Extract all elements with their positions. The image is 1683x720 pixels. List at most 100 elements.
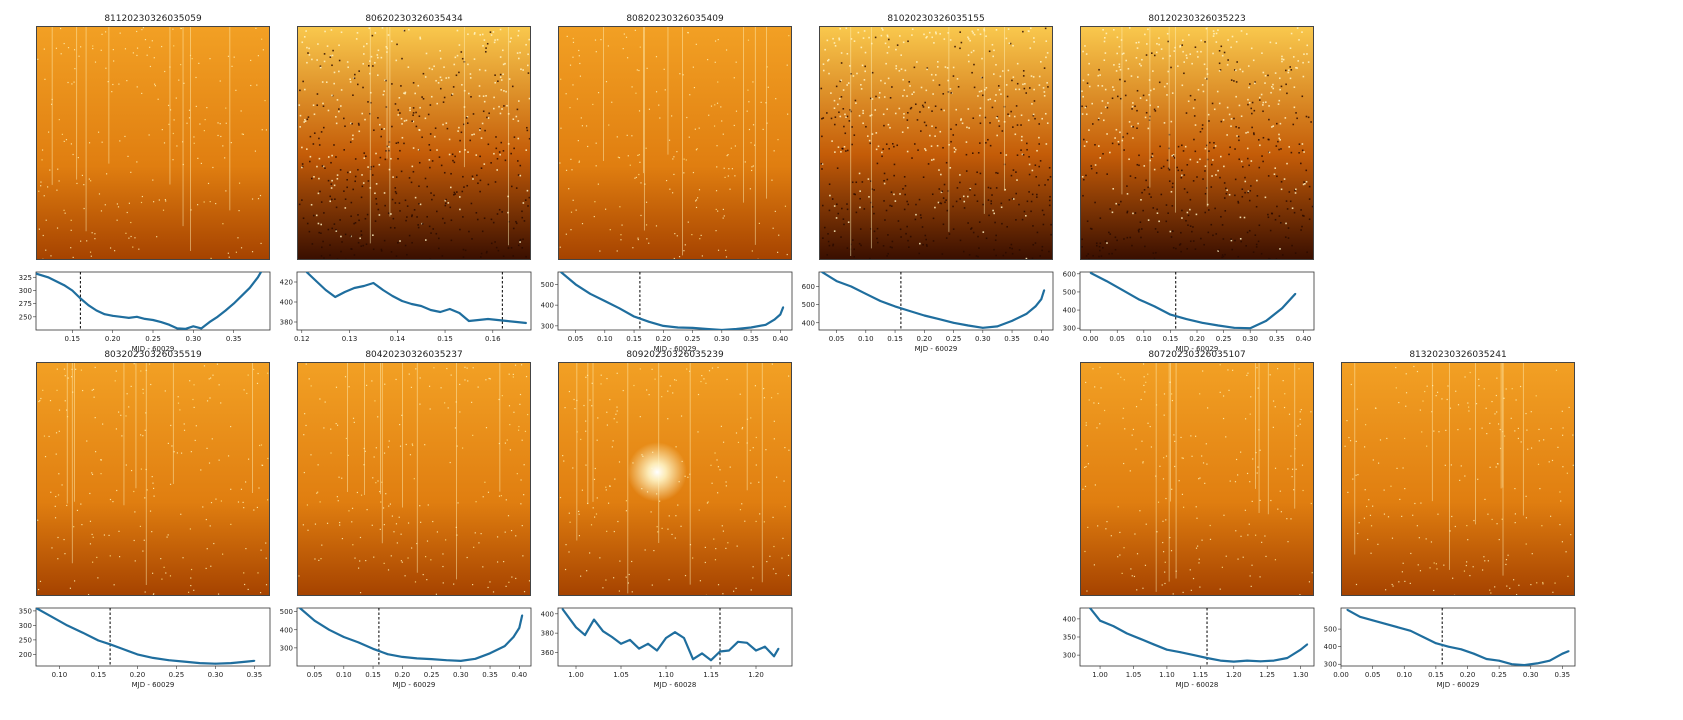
pixel-speck (1123, 462, 1125, 465)
pixel-speck (900, 54, 902, 56)
pixel-speck (466, 367, 468, 369)
pixel-speck (349, 235, 352, 237)
pixel-speck (519, 393, 522, 396)
pixel-speck (822, 69, 825, 72)
pixel-speck (569, 107, 571, 109)
pixel-speck (1108, 231, 1110, 234)
pixel-speck (834, 116, 837, 119)
pixel-speck (1290, 32, 1293, 35)
pixel-speck (480, 533, 482, 535)
pixel-speck (1084, 106, 1087, 109)
x-tick-label: 0.30 (1523, 671, 1539, 679)
x-tick-label: 0.35 (1555, 671, 1571, 679)
pixel-speck (1209, 524, 1211, 527)
pixel-speck (1158, 43, 1160, 46)
pixel-speck (1038, 75, 1041, 78)
pixel-speck (860, 84, 862, 86)
pixel-speck (987, 98, 990, 101)
data-point (1217, 324, 1220, 327)
pixel-speck (383, 239, 386, 242)
pixel-speck (926, 67, 929, 69)
data-point (1294, 292, 1297, 295)
pixel-speck (160, 558, 162, 560)
pixel-speck (1228, 389, 1230, 391)
pixel-speck (1172, 230, 1174, 232)
pixel-speck (1192, 180, 1195, 182)
pixel-speck (1015, 171, 1017, 173)
x-tick-label: 0.20 (656, 335, 672, 343)
pixel-speck (486, 42, 489, 45)
x-tick-label: 0.15 (65, 335, 81, 343)
pixel-speck (409, 107, 411, 109)
pixel-speck (1158, 81, 1161, 84)
pixel-speck (1043, 95, 1046, 97)
x-tick-label: 1.05 (613, 671, 629, 679)
pixel-speck (721, 525, 723, 527)
pixel-speck (701, 374, 703, 377)
pixel-speck (210, 502, 213, 504)
data-point (1281, 307, 1283, 310)
pixel-speck (92, 48, 94, 50)
pixel-speck (956, 187, 959, 189)
pixel-speck (187, 591, 190, 593)
pixel-speck (886, 255, 888, 257)
pixel-speck (1297, 425, 1299, 427)
pixel-speck (1038, 84, 1041, 86)
pixel-speck (1007, 69, 1010, 72)
pixel-speck (1166, 159, 1169, 162)
pixel-speck (112, 83, 114, 86)
pixel-speck (1245, 33, 1248, 35)
pixel-speck (505, 499, 507, 501)
pixel-speck (1259, 499, 1261, 502)
pixel-speck (262, 49, 264, 51)
pixel-speck (227, 455, 230, 457)
pixel-speck (616, 136, 618, 138)
pixel-speck (1097, 402, 1100, 404)
pixel-speck (1199, 131, 1202, 133)
data-point (755, 649, 757, 652)
pixel-speck (754, 144, 756, 146)
pixel-speck (1132, 126, 1134, 128)
data-point (71, 289, 74, 292)
pixel-speck (374, 192, 376, 195)
pixel-speck (1498, 538, 1500, 541)
pixel-speck (255, 27, 257, 29)
pixel-speck (180, 27, 183, 30)
pixel-speck (1303, 215, 1305, 217)
pixel-speck (884, 42, 887, 45)
median-line (560, 272, 785, 330)
pixel-speck (853, 40, 856, 42)
pixel-speck (521, 525, 523, 527)
detector-image (36, 362, 270, 596)
pixel-speck (1047, 86, 1049, 88)
y-tick-label: 300 (280, 644, 293, 652)
pixel-speck (858, 172, 861, 175)
pixel-speck (1305, 169, 1308, 172)
data-point (144, 318, 146, 320)
pixel-speck (1182, 39, 1184, 42)
pixel-speck (859, 197, 861, 200)
pixel-speck (1114, 236, 1117, 239)
pixel-speck (526, 189, 529, 192)
pixel-speck (200, 162, 202, 165)
pixel-speck (215, 498, 217, 500)
pixel-speck (1298, 143, 1301, 145)
pixel-speck (231, 65, 233, 67)
pixel-speck (1022, 70, 1025, 72)
pixel-speck (456, 445, 458, 447)
pixel-speck (871, 206, 874, 208)
pixel-speck (73, 580, 76, 582)
pixel-speck (354, 222, 357, 224)
pixel-speck (1169, 55, 1171, 57)
pixel-speck (667, 528, 669, 530)
pixel-speck (1150, 52, 1153, 54)
pixel-speck (1265, 555, 1267, 558)
pixel-speck (1166, 82, 1168, 85)
pixel-speck (1363, 517, 1366, 519)
pixel-speck (1249, 481, 1251, 483)
pixel-speck (307, 116, 310, 118)
pixel-speck (1043, 91, 1046, 93)
pixel-speck (625, 36, 628, 38)
pixel-speck (1281, 254, 1284, 256)
pixel-speck (1085, 105, 1087, 108)
